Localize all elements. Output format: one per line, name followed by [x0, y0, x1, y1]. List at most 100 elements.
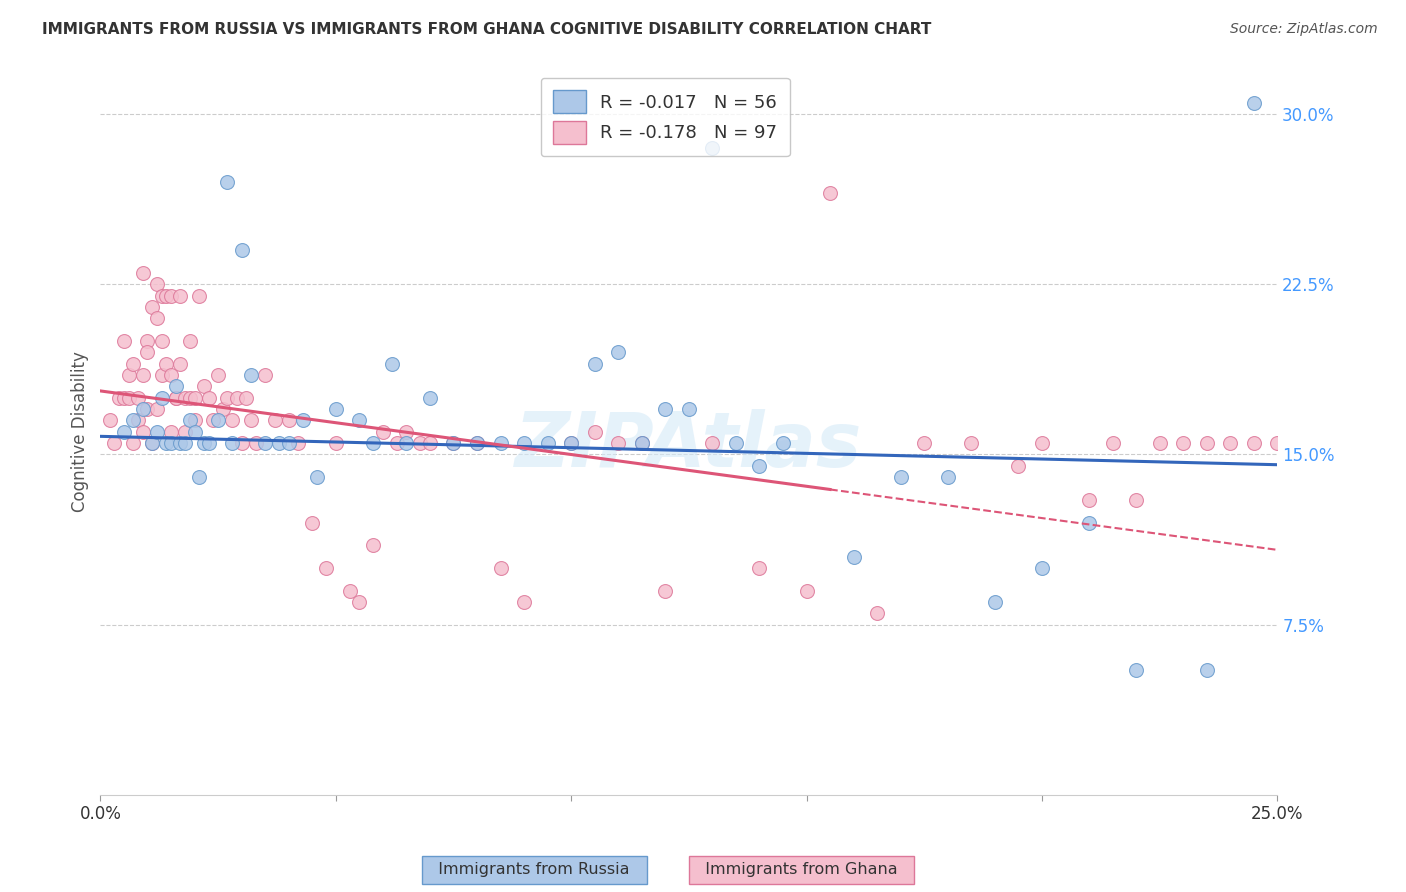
Point	[174, 391, 197, 405]
Point	[202, 413, 225, 427]
Point	[536, 436, 558, 450]
Point	[193, 436, 215, 450]
Point	[197, 391, 219, 405]
Point	[146, 277, 169, 292]
Point	[254, 368, 277, 382]
Point	[395, 436, 418, 450]
Point	[179, 334, 201, 348]
Point	[165, 391, 187, 405]
Point	[221, 436, 243, 450]
Point	[1243, 95, 1265, 110]
Point	[245, 436, 267, 450]
Point	[441, 436, 464, 450]
Point	[103, 436, 125, 450]
Point	[132, 368, 155, 382]
Point	[169, 357, 191, 371]
Text: Immigrants from Ghana: Immigrants from Ghana	[695, 863, 908, 877]
Point	[117, 368, 139, 382]
Point	[489, 436, 512, 450]
Legend: R = -0.017   N = 56, R = -0.178   N = 97: R = -0.017 N = 56, R = -0.178 N = 97	[541, 78, 790, 156]
Point	[150, 288, 173, 302]
Point	[1125, 492, 1147, 507]
Point	[207, 368, 229, 382]
Point	[1289, 436, 1312, 450]
Point	[174, 425, 197, 439]
Point	[1125, 663, 1147, 677]
Point	[146, 425, 169, 439]
Point	[395, 425, 418, 439]
Text: ZIPAtlas: ZIPAtlas	[515, 409, 862, 483]
Point	[654, 583, 676, 598]
Point	[984, 595, 1007, 609]
Point	[702, 141, 724, 155]
Point	[225, 391, 247, 405]
Point	[112, 425, 135, 439]
Point	[127, 391, 149, 405]
Point	[325, 402, 347, 417]
Point	[315, 561, 337, 575]
Point	[796, 583, 818, 598]
Point	[132, 425, 155, 439]
Point	[1171, 436, 1194, 450]
Point	[301, 516, 323, 530]
Point	[263, 413, 285, 427]
Point	[127, 413, 149, 427]
Point	[132, 266, 155, 280]
Point	[912, 436, 935, 450]
Point	[207, 413, 229, 427]
Point	[112, 334, 135, 348]
Point	[349, 595, 371, 609]
Point	[560, 436, 582, 450]
Point	[183, 413, 205, 427]
Point	[269, 436, 291, 450]
Point	[179, 391, 201, 405]
Point	[231, 436, 253, 450]
Point	[160, 288, 183, 302]
Point	[136, 334, 159, 348]
Point	[305, 470, 328, 484]
Point	[1078, 492, 1101, 507]
Text: Immigrants from Russia: Immigrants from Russia	[429, 863, 640, 877]
Point	[1243, 436, 1265, 450]
Point	[193, 379, 215, 393]
Point	[287, 436, 309, 450]
Point	[890, 470, 912, 484]
Point	[150, 391, 173, 405]
Point	[724, 436, 747, 450]
Point	[112, 391, 135, 405]
Point	[960, 436, 983, 450]
Point	[155, 288, 177, 302]
Point	[866, 607, 889, 621]
Point	[1078, 516, 1101, 530]
Point	[188, 288, 211, 302]
Point	[381, 357, 404, 371]
Point	[291, 413, 314, 427]
Point	[1265, 436, 1288, 450]
Point	[231, 243, 253, 257]
Point	[607, 436, 630, 450]
Point	[169, 436, 191, 450]
Point	[363, 538, 385, 552]
Point	[1149, 436, 1171, 450]
Point	[254, 436, 277, 450]
Point	[155, 436, 177, 450]
Point	[325, 436, 347, 450]
Point	[1031, 436, 1053, 450]
Point	[155, 357, 177, 371]
Point	[1101, 436, 1123, 450]
Point	[513, 595, 536, 609]
Point	[583, 425, 606, 439]
Point	[489, 561, 512, 575]
Point	[160, 436, 183, 450]
Point	[240, 413, 263, 427]
Point	[277, 436, 299, 450]
Point	[98, 413, 121, 427]
Point	[1007, 458, 1029, 473]
Point	[1313, 436, 1336, 450]
Y-axis label: Cognitive Disability: Cognitive Disability	[72, 351, 89, 512]
Point	[513, 436, 536, 450]
Point	[141, 436, 163, 450]
Point	[818, 186, 841, 201]
Text: IMMIGRANTS FROM RUSSIA VS IMMIGRANTS FROM GHANA COGNITIVE DISABILITY CORRELATION: IMMIGRANTS FROM RUSSIA VS IMMIGRANTS FRO…	[42, 22, 932, 37]
Point	[160, 368, 183, 382]
